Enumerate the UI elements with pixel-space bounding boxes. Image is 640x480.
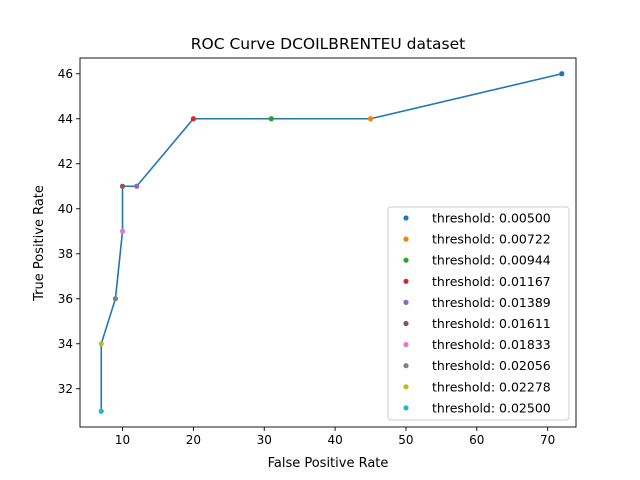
roc-line xyxy=(100,72,563,412)
x-tick-label-70: 70 xyxy=(540,433,555,447)
y-tick-label-42: 42 xyxy=(58,157,73,171)
y-tick-label-34: 34 xyxy=(58,337,73,351)
legend-marker-8 xyxy=(403,384,409,390)
y-axis-label: True Positive Rate xyxy=(32,185,47,302)
x-axis-label: False Positive Rate xyxy=(268,456,389,471)
y-tick-label-32: 32 xyxy=(58,382,73,396)
data-point-6 xyxy=(119,228,126,234)
legend-label-5: threshold: 0.01611 xyxy=(432,316,551,331)
data-point-4 xyxy=(134,183,140,189)
x-tick-label-60: 60 xyxy=(469,433,484,447)
plot-area: 10 20 30 40 50 60 70 32 34 36 38 40 42 44 46 xyxy=(58,57,577,447)
y-tick-label-44: 44 xyxy=(58,112,73,126)
data-point-8 xyxy=(98,341,104,347)
data-point-0 xyxy=(559,71,565,77)
y-tick-label-36: 36 xyxy=(58,292,73,306)
legend-label-6: threshold: 0.01833 xyxy=(432,337,551,352)
legend-label-9: threshold: 0.02500 xyxy=(432,400,551,415)
x-tick-label-40: 40 xyxy=(327,433,342,447)
legend-marker-2 xyxy=(403,257,409,263)
y-tick-label-40: 40 xyxy=(58,202,73,216)
legend-marker-3 xyxy=(403,278,409,284)
data-point-1 xyxy=(367,116,374,122)
x-tick-label-10: 10 xyxy=(115,433,130,447)
legend-label-2: threshold: 0.00944 xyxy=(432,253,551,268)
x-tick-label-20: 20 xyxy=(186,433,201,447)
legend-box xyxy=(387,206,570,421)
data-point-3 xyxy=(190,116,196,122)
legend-marker-9 xyxy=(403,405,409,411)
data-point-9 xyxy=(98,408,104,414)
legend-label-1: threshold: 0.00722 xyxy=(432,232,551,247)
x-tick-label-50: 50 xyxy=(398,433,413,447)
legend-marker-7 xyxy=(403,363,409,369)
y-tick-label-38: 38 xyxy=(58,247,73,261)
legend-marker-1 xyxy=(403,236,409,242)
legend-label-3: threshold: 0.01167 xyxy=(432,274,551,289)
legend-marker-0 xyxy=(403,215,409,221)
legend: threshold: 0.00500 threshold: 0.00722 thre… xyxy=(387,206,570,421)
legend-marker-6 xyxy=(403,342,409,348)
legend-label-7: threshold: 0.02056 xyxy=(432,358,551,373)
data-point-7 xyxy=(112,296,119,302)
data-point-2 xyxy=(268,116,274,122)
legend-label-0: threshold: 0.00500 xyxy=(432,211,551,226)
legend-marker-4 xyxy=(403,299,409,305)
chart-title: ROC Curve DCOILBRENTEU dataset xyxy=(191,35,465,53)
legend-marker-5 xyxy=(403,320,409,327)
y-tick-label-46: 46 xyxy=(58,67,73,81)
axes-frame xyxy=(79,57,577,428)
legend-label-4: threshold: 0.01389 xyxy=(432,295,551,310)
data-point-5 xyxy=(119,183,126,189)
x-tick-label-30: 30 xyxy=(257,433,272,447)
legend-label-8: threshold: 0.02278 xyxy=(432,379,551,394)
